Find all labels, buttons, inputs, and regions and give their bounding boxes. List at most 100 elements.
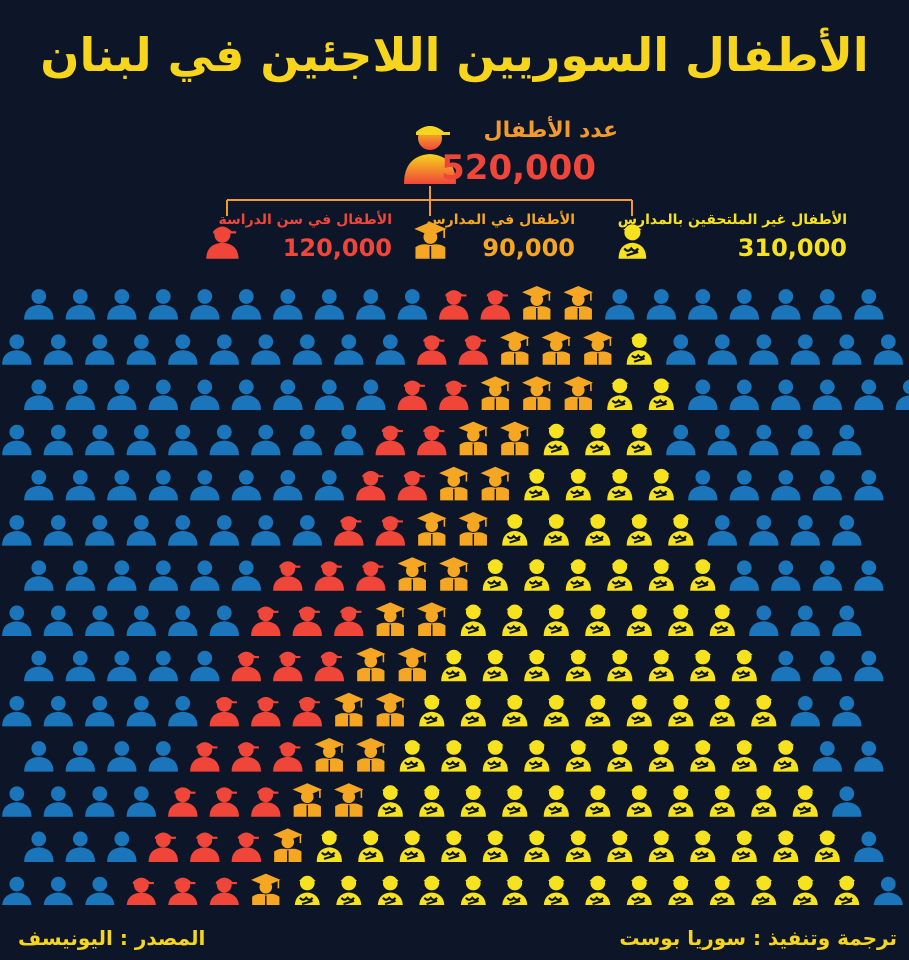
worker-icon <box>377 875 403 905</box>
child-icon <box>397 289 427 320</box>
child-icon <box>231 289 261 320</box>
child-icon <box>85 515 115 546</box>
worker-icon <box>441 649 467 682</box>
child-icon <box>85 424 115 456</box>
graduate-icon <box>439 557 469 591</box>
child-icon <box>24 741 54 772</box>
worker-icon <box>585 875 611 905</box>
worker-icon <box>751 875 777 905</box>
worker-icon <box>668 604 694 636</box>
child-icon <box>65 289 95 320</box>
child-icon <box>707 334 737 365</box>
worker-icon <box>502 875 528 905</box>
child-icon <box>24 831 54 862</box>
child-cap-icon <box>190 832 220 862</box>
worker-icon <box>336 875 362 905</box>
graduate-icon <box>292 783 322 817</box>
child-icon <box>832 605 862 636</box>
worker-icon <box>648 378 674 410</box>
worker-icon <box>565 649 591 682</box>
worker-icon <box>543 785 569 817</box>
child-icon <box>790 334 820 365</box>
child-icon <box>148 741 178 772</box>
child-icon <box>43 695 73 727</box>
worker-icon <box>419 875 445 905</box>
graduate-icon <box>480 376 510 410</box>
child-icon <box>812 469 842 501</box>
worker-icon <box>419 694 445 727</box>
child-cap-icon <box>375 516 405 546</box>
worker-icon <box>399 740 425 772</box>
category-value: 90,000 <box>482 234 575 262</box>
worker-icon <box>626 875 652 905</box>
worker-icon <box>814 830 840 862</box>
worker-icon-shape <box>618 224 647 259</box>
child-icon <box>43 786 73 817</box>
total-label: عدد الأطفال <box>483 118 618 143</box>
child-icon <box>85 334 115 365</box>
child-icon <box>168 334 198 365</box>
tree-connector <box>226 186 633 216</box>
worker-icon <box>626 785 652 817</box>
worker-icon <box>565 559 591 591</box>
worker-icon <box>524 559 550 591</box>
child-icon <box>231 560 261 591</box>
child-icon <box>209 605 239 636</box>
translation-credit: ترجمة وتنفيذ : سوريا بوست <box>619 926 897 950</box>
worker-icon <box>460 694 486 727</box>
child-icon <box>832 424 862 456</box>
child-cap-icon <box>314 651 344 682</box>
child-icon <box>2 424 32 456</box>
child-icon <box>126 515 156 546</box>
child-icon <box>749 515 779 546</box>
child-cap-icon <box>292 697 322 727</box>
worker-icon <box>585 785 611 817</box>
worker-icon <box>607 649 633 682</box>
worker-icon <box>731 740 757 772</box>
worker-icon <box>626 694 652 727</box>
worker-icon <box>709 785 735 817</box>
child-cap-icon <box>126 877 156 905</box>
child-icon <box>209 334 239 365</box>
child-icon <box>646 289 676 320</box>
worker-icon <box>773 740 799 772</box>
child-cap-icon <box>417 425 447 456</box>
child-icon <box>126 695 156 727</box>
worker-icon <box>709 694 735 727</box>
worker-icon <box>543 694 569 727</box>
worker-icon <box>441 740 467 772</box>
child-icon <box>148 469 178 501</box>
worker-icon <box>626 604 652 636</box>
worker-icon <box>607 559 633 591</box>
child-icon <box>148 650 178 682</box>
graduate-icon <box>356 738 386 772</box>
child-icon <box>2 515 32 546</box>
worker-icon <box>482 559 508 591</box>
worker-icon <box>543 423 569 456</box>
worker-icon <box>607 378 633 410</box>
child-icon <box>251 334 281 365</box>
category-out-of-school: الأطفال غير الملتحقين بالمدارس 310,000 <box>612 212 847 262</box>
child-icon <box>209 424 239 456</box>
child-cap-icon <box>209 697 239 727</box>
child-icon <box>168 695 198 727</box>
worker-icon <box>618 224 647 259</box>
worker-icon <box>690 740 716 772</box>
worker-icon <box>585 604 611 636</box>
child-icon <box>65 831 95 862</box>
worker-icon <box>668 785 694 817</box>
child-icon <box>24 650 54 682</box>
category-school-age: الأطفال في سن الدراسة 120,000 <box>202 212 392 262</box>
source-credit: المصدر : اليونيسف <box>18 926 206 950</box>
worker-icon <box>648 830 674 862</box>
child-icon <box>190 289 220 320</box>
graduate-icon <box>356 647 386 682</box>
worker-icon <box>709 604 735 636</box>
child-cap-icon <box>251 697 281 727</box>
worker-icon <box>585 514 611 546</box>
worker-icon <box>668 694 694 727</box>
child-icon <box>375 334 405 365</box>
child-icon <box>749 424 779 456</box>
child-cap-icon <box>190 742 220 772</box>
worker-icon <box>482 740 508 772</box>
